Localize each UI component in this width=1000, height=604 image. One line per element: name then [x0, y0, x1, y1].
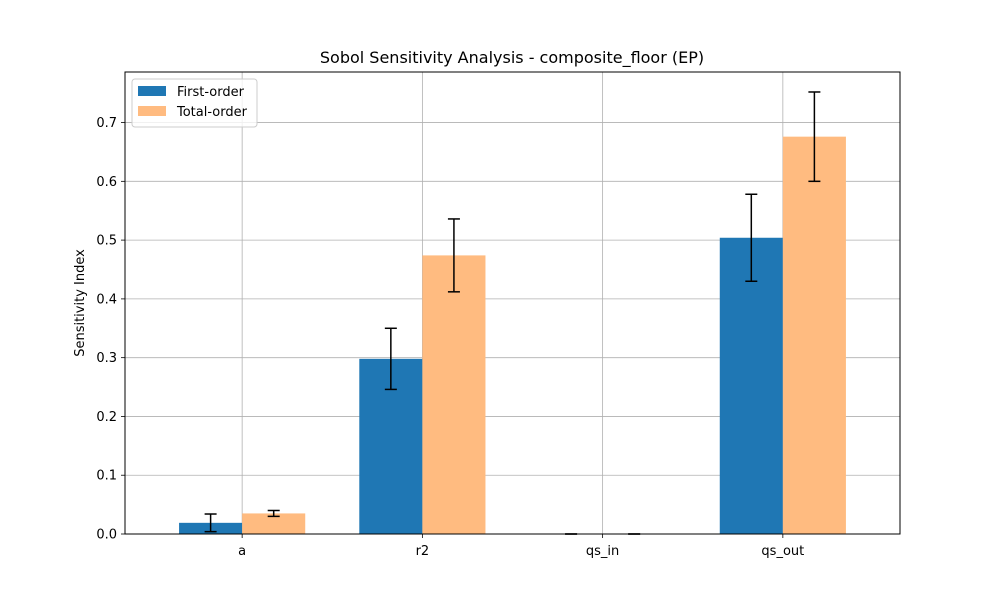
plot-frame [124, 71, 901, 535]
y-tick-label: 0.5 [96, 234, 117, 249]
chart-title: Sobol Sensitivity Analysis - composite_f… [320, 48, 704, 68]
x-tick-label: a [238, 544, 246, 559]
y-tick-label: 0.6 [96, 175, 117, 190]
y-axis-label: Sensitivity Index [73, 249, 88, 357]
y-tick-label: 0.0 [96, 528, 117, 543]
legend-swatch-first-order [138, 86, 166, 96]
legend-label-first-order: First-order [177, 85, 245, 100]
bar-total-order [242, 513, 306, 534]
legend-label-total-order: Total-order [176, 105, 248, 120]
y-tick-label: 0.4 [96, 292, 117, 307]
bar-total-order [422, 255, 486, 534]
bar-total-order [782, 136, 846, 534]
x-tick-label: qs_out [761, 544, 804, 559]
legend: First-order Total-order [131, 78, 258, 128]
x-tick-label: qs_in [586, 544, 619, 559]
y-tick-label: 0.7 [96, 116, 117, 131]
y-tick-label: 0.2 [96, 410, 117, 425]
axis-ticks: 0.0 0.1 0.2 0.3 0.4 0.5 0.6 0.7 a r2 qs_in qs_out [96, 116, 804, 559]
y-tick-label: 0.1 [96, 469, 117, 484]
bar-first-order [719, 237, 783, 534]
y-tick-label: 0.3 [96, 351, 117, 366]
x-tick-label: r2 [416, 544, 430, 559]
legend-swatch-total-order [138, 106, 166, 116]
